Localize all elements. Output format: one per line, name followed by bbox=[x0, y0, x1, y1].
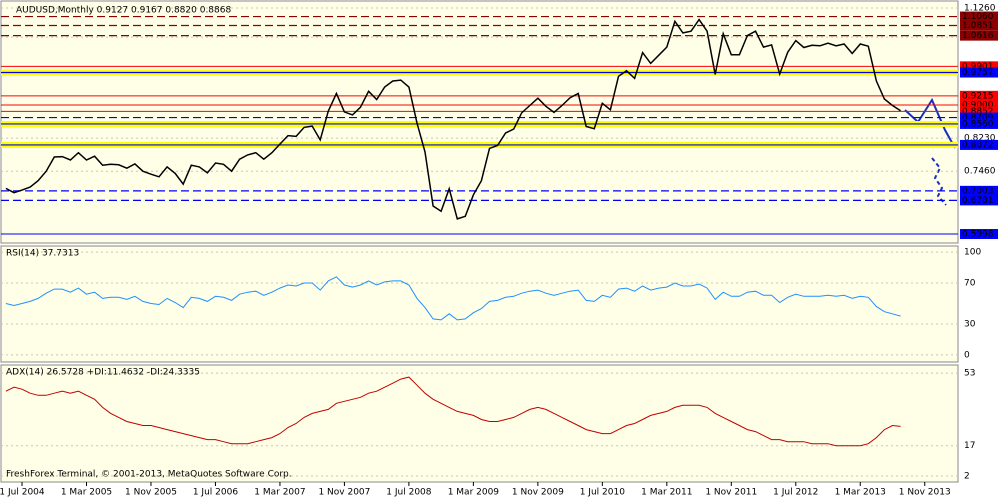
x-tick-label: 1 Jul 2010 bbox=[580, 488, 625, 498]
level-label: 1.0851 bbox=[962, 21, 994, 31]
chart-layer: 1 Jul 2004 1 Mar 2005 1 Nov 2005 1 Jul 2006… bbox=[0, 3, 998, 498]
x-tick-label: 1 Jul 2012 bbox=[773, 488, 818, 498]
y-tick-label: 0.8230 bbox=[964, 134, 996, 144]
level-label: 0.7003 bbox=[962, 186, 994, 196]
x-tick-label: 1 Nov 2011 bbox=[705, 488, 757, 498]
y-tick-label: 30 bbox=[964, 320, 976, 330]
x-tick-label: 1 Mar 2007 bbox=[254, 488, 305, 498]
level-label-box bbox=[960, 229, 998, 240]
level-label-box bbox=[960, 11, 998, 22]
rsi-title: RSI(14) 37.7313 bbox=[6, 249, 79, 259]
y-tick-label: 100 bbox=[964, 248, 981, 258]
level-label: 0.9215 bbox=[962, 91, 994, 101]
level-label-box bbox=[960, 106, 998, 117]
level-label-box bbox=[960, 100, 998, 111]
x-tick-label: 1 Mar 2009 bbox=[448, 488, 500, 498]
x-tick-label: 1 Mar 2005 bbox=[61, 488, 112, 498]
x-tick-label: 1 Mar 2011 bbox=[641, 488, 692, 498]
level-label-box bbox=[960, 185, 998, 196]
level-label-box bbox=[960, 90, 998, 101]
x-tick-label: 1 Nov 2005 bbox=[125, 488, 177, 498]
projection-arrow bbox=[931, 157, 947, 206]
y-tick-label: 70 bbox=[964, 278, 976, 288]
level-label: 1.0616 bbox=[962, 31, 994, 41]
level-label-box bbox=[960, 30, 998, 41]
chart-title: AUDUSD,Monthly 0.9127 0.9167 0.8820 0.88… bbox=[16, 6, 231, 16]
y-tick-label: 17 bbox=[964, 441, 975, 451]
level-label: 0.8709 bbox=[962, 113, 994, 123]
level-label-box bbox=[960, 118, 998, 129]
level-label-box bbox=[960, 20, 998, 31]
copyright: FreshForex Terminal, © 2001-2013, MetaQu… bbox=[6, 470, 292, 480]
level-label-box bbox=[960, 112, 998, 123]
x-tick-label: 1 Nov 2009 bbox=[512, 488, 564, 498]
rsi-panel bbox=[0, 245, 959, 363]
level-label-box bbox=[960, 139, 998, 150]
x-tick-label: 1 Mar 2013 bbox=[835, 488, 886, 498]
level-label: 1.1060 bbox=[962, 12, 994, 22]
y-tick-label: 53 bbox=[964, 369, 975, 379]
level-label: 0.9901 bbox=[962, 62, 994, 72]
x-tick-label: 1 Jul 2006 bbox=[193, 488, 238, 498]
series-line bbox=[5, 376, 901, 447]
x-tick-label: 1 Jul 2008 bbox=[386, 488, 431, 498]
y-tick-label: 0.7460 bbox=[964, 167, 996, 177]
level-label: 0.8072 bbox=[962, 140, 994, 150]
x-tick-label: 1 Nov 2007 bbox=[318, 488, 370, 498]
y-tick-label: 0 bbox=[964, 350, 970, 360]
level-label-box bbox=[960, 195, 998, 206]
adx-panel bbox=[0, 364, 959, 483]
level-label-box bbox=[960, 67, 998, 78]
adx-title: ADX(14) 26.5728 +DI:11.4632 -DI:24.3335 bbox=[6, 368, 200, 378]
level-label: 0.8560 bbox=[962, 119, 994, 129]
series-line bbox=[5, 18, 902, 220]
level-label: 0.6781 bbox=[962, 196, 994, 206]
x-tick-label: 1 Jul 2004 bbox=[0, 488, 45, 498]
y-tick-label: 1.1260 bbox=[964, 3, 996, 13]
x-tick-label: 1 Nov 2013 bbox=[899, 488, 951, 498]
level-label: 0.8852 bbox=[962, 107, 994, 117]
level-label: 0.5998 bbox=[962, 230, 994, 240]
level-label: 0.9757 bbox=[962, 68, 994, 78]
level-label: 0.9000 bbox=[962, 101, 994, 111]
level-label-box bbox=[960, 61, 998, 72]
y-tick-label: 2 bbox=[964, 471, 970, 481]
series-line bbox=[5, 276, 901, 321]
